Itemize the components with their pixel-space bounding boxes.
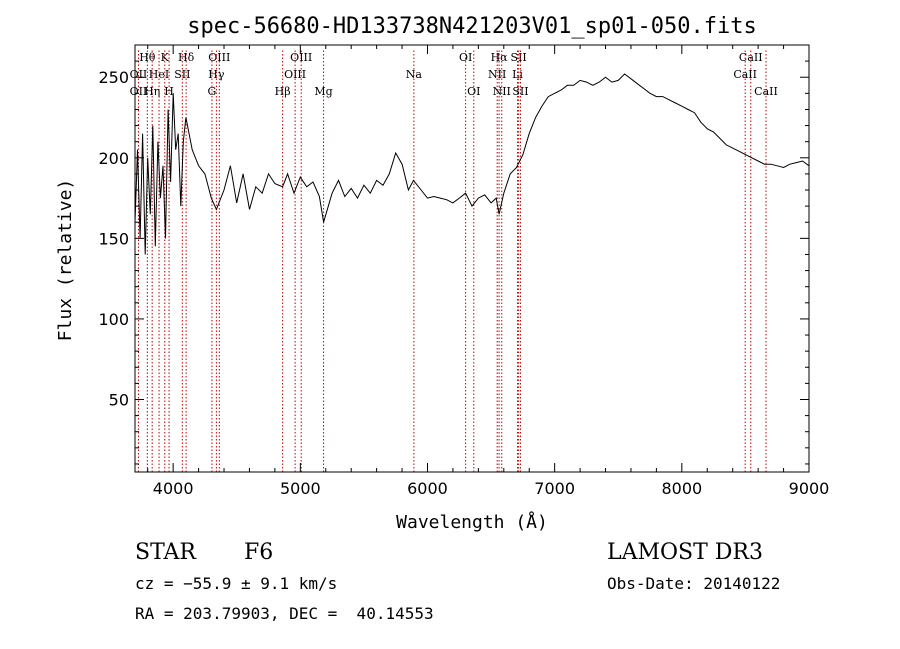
- y-tick-label: 150: [98, 229, 129, 248]
- spectral-line-label: H: [164, 85, 174, 98]
- spectral-line-label: Hβ: [275, 85, 291, 98]
- spectral-line-label: G: [208, 85, 217, 98]
- chart-title: spec-56680-HD133738N421203V01_sp01-050.f…: [187, 14, 757, 39]
- x-axis-label: Wavelength (Å): [396, 511, 548, 533]
- spectral-line-label: SII: [511, 51, 527, 64]
- y-tick-label: 250: [98, 68, 129, 87]
- spectral-line-label: Hγ: [208, 68, 225, 81]
- spectral-line-label: OI: [467, 85, 480, 98]
- redshift-velocity: cz = −55.9 ± 9.1 km/s: [135, 574, 338, 593]
- spectral-line-label: CaII: [754, 85, 778, 98]
- plot-frame: [134, 44, 810, 473]
- spectral-line-label: OII: [130, 85, 148, 98]
- object-type: STAR: [135, 540, 196, 565]
- y-tick-label: 50: [109, 390, 129, 409]
- spectral-line-label: SII: [512, 85, 528, 98]
- spectral-line-label: OII: [130, 68, 148, 81]
- spectral-line-label: NII: [488, 68, 506, 81]
- y-axis-label: Flux (relative): [55, 179, 76, 342]
- x-tick-label: 5000: [280, 479, 321, 498]
- y-tick-label: 200: [98, 149, 129, 168]
- spectral-line-label: Na: [406, 68, 423, 81]
- object-subclass: F6: [244, 540, 274, 565]
- coordinates: RA = 203.79903, DEC = 40.14553: [135, 604, 434, 623]
- observation-date: Obs-Date: 20140122: [607, 574, 781, 593]
- x-tick-label: 4000: [153, 479, 194, 498]
- spectral-line-label: HeI: [149, 68, 169, 81]
- spectrum-line: [134, 73, 810, 255]
- spectral-line-label: OIII: [290, 51, 312, 64]
- x-tick-label: 9000: [789, 479, 830, 498]
- x-tick-label: 7000: [534, 479, 575, 498]
- y-tick-label: 100: [98, 310, 129, 329]
- spectral-line-label: Mg: [314, 85, 332, 98]
- spectral-line-label: NII: [493, 85, 511, 98]
- spectral-line-label: Hθ: [139, 51, 156, 64]
- spectral-line-label: Hδ: [178, 51, 195, 64]
- spectral-line-label: OIII: [208, 51, 230, 64]
- spectral-line-label: OIII: [284, 68, 306, 81]
- spectral-line-label: CaII: [733, 68, 757, 81]
- spectral-line-label: K: [161, 51, 170, 64]
- spectral-line-label: SII: [174, 68, 190, 81]
- axis-ticks-layer: 4000 5000 6000 7000 8000 9000 50 100 150 200 250: [98, 45, 829, 498]
- spectral-line-label: Li: [512, 68, 523, 81]
- spectral-line-label: Hη: [144, 85, 160, 98]
- spectral-line-label: CaII: [739, 51, 763, 64]
- spectral-line-label: OI: [459, 51, 472, 64]
- spectral-line-label: Hα: [491, 51, 509, 64]
- x-tick-label: 6000: [407, 479, 448, 498]
- survey-name: LAMOST DR3: [607, 540, 763, 565]
- x-tick-label: 8000: [661, 479, 702, 498]
